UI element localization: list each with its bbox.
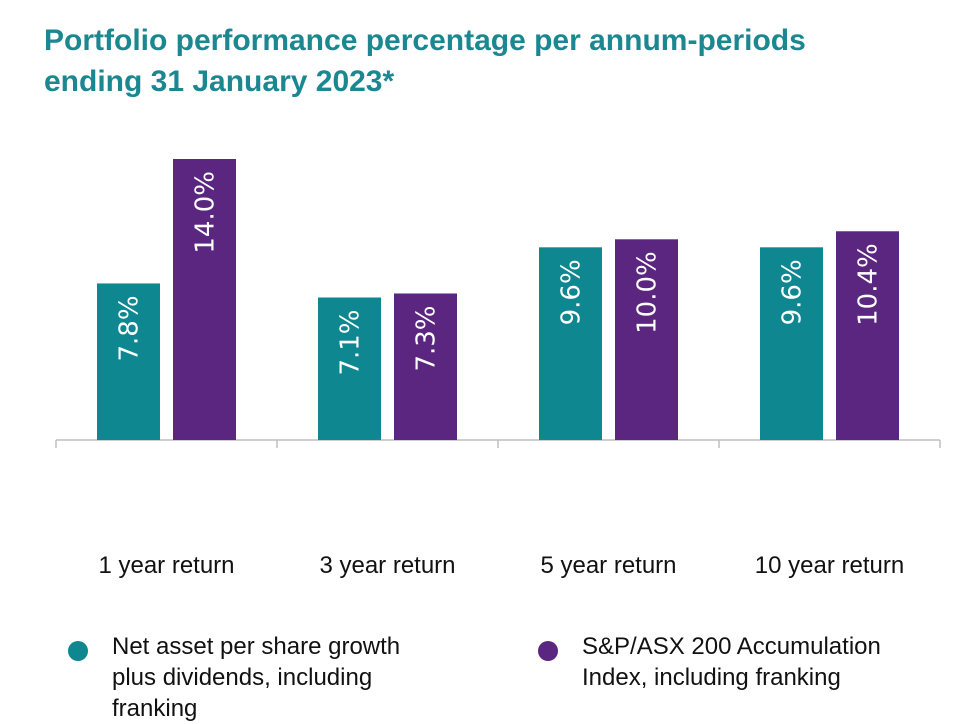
chart-title-line-2: ending 31 January 2023* xyxy=(44,65,395,98)
data-label-index-1: 14.0% xyxy=(191,171,221,254)
legend-marker-index xyxy=(538,641,558,661)
bar-chart: 7.8% 14.0% 7.1% 7.3% 9.6% 10.0% 9.6% 10.4% xyxy=(55,159,941,448)
category-label-10-year: 10 year return xyxy=(754,552,905,579)
bar-nav-2 xyxy=(318,297,381,440)
chart-title: Portfolio performance percentage per ann… xyxy=(44,20,944,102)
legend-marker-nav xyxy=(68,641,88,661)
bar-index-3 xyxy=(615,239,678,440)
category-label-3-year: 3 year return xyxy=(319,552,456,579)
data-label-nav-1: 7.8% xyxy=(115,295,145,361)
bar-nav-4 xyxy=(760,247,823,440)
legend-text-nav-line-1: Net asset per share growth xyxy=(112,633,401,660)
data-label-nav-4: 9.6% xyxy=(778,259,808,325)
bar-index-2 xyxy=(394,293,457,440)
bar-index-1 xyxy=(173,159,236,440)
bar-nav-3 xyxy=(539,247,602,440)
legend-text-index: S&P/ASX 200 Accumulation Index, includin… xyxy=(582,631,881,693)
data-label-index-2: 7.3% xyxy=(412,305,442,371)
legend-text-index-line-2: Index, including franking xyxy=(582,664,841,691)
legend-text-nav-line-2: plus dividends, including xyxy=(112,664,373,691)
chart-title-line-1: Portfolio performance percentage per ann… xyxy=(44,24,806,57)
legend-text-index-line-1: S&P/ASX 200 Accumulation xyxy=(582,633,881,660)
category-label-5-year: 5 year return xyxy=(540,552,677,579)
legend-text-nav-line-3: franking xyxy=(112,695,198,722)
legend-text-nav: Net asset per share growth plus dividend… xyxy=(112,631,400,724)
category-label-1-year: 1 year return xyxy=(98,552,235,579)
bar-index-4 xyxy=(836,231,899,440)
data-label-nav-2: 7.1% xyxy=(336,309,366,375)
data-label-index-3: 10.0% xyxy=(633,251,663,334)
data-label-nav-3: 9.6% xyxy=(557,259,587,325)
data-label-index-4: 10.4% xyxy=(854,243,884,326)
bar-nav-1 xyxy=(97,283,160,440)
